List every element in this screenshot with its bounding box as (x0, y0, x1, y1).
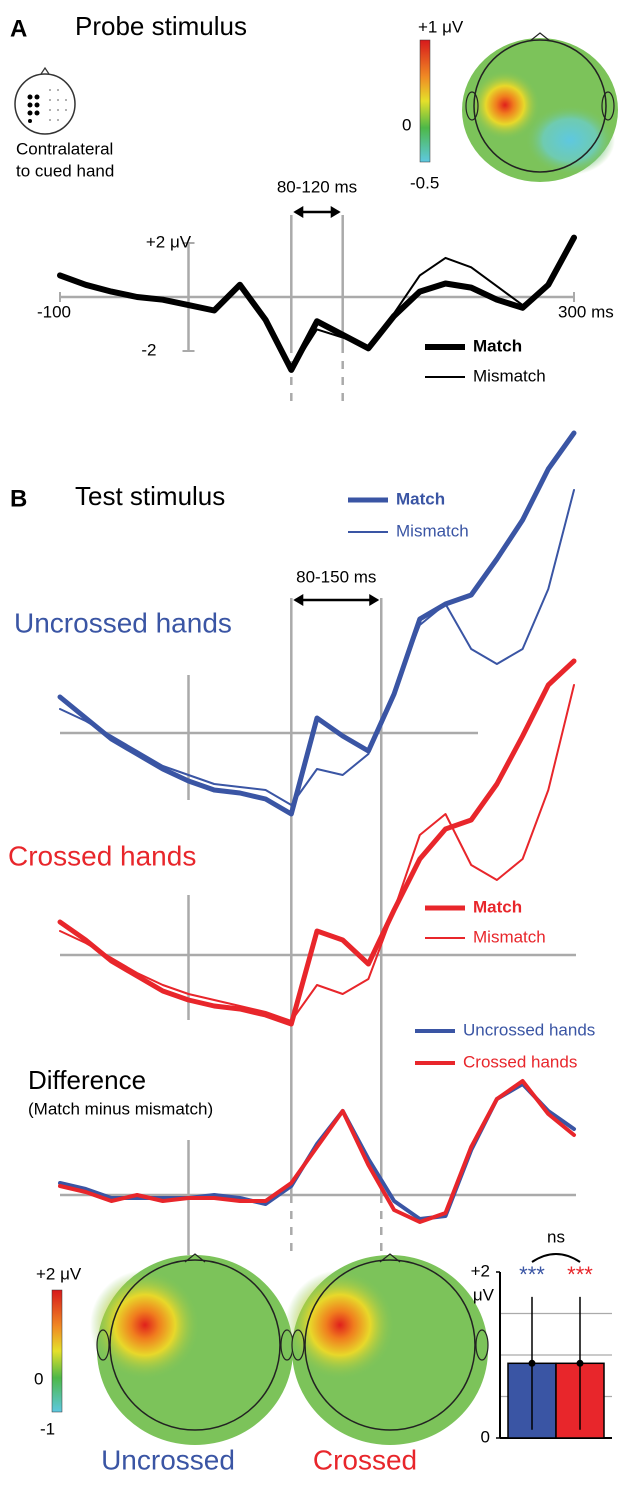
comparison-label: ns (547, 1227, 565, 1246)
window-label: 80-150 ms (296, 567, 376, 586)
page: A B Test stimulus Contralateral to cued … (0, 0, 638, 1491)
chart-title: Crossed hands (8, 840, 196, 871)
legend-label: Match (396, 489, 445, 508)
chart-title: Uncrossed hands (14, 607, 232, 638)
chart-title: Probe stimulus (75, 11, 247, 41)
x-tick-label: 300 ms (558, 302, 614, 321)
panel-label: B (10, 485, 27, 512)
series-line (60, 490, 574, 805)
topomap-label: Uncrossed (101, 1444, 235, 1475)
topomap-label: Crossed (313, 1444, 417, 1475)
colorbar-label: 0 (402, 115, 411, 134)
topomap (52, 1254, 488, 1445)
y-tick-label: +2 μV (146, 232, 192, 251)
value-label: *** (567, 1262, 593, 1287)
legend-label: Uncrossed hands (463, 1020, 595, 1039)
figure: A B Test stimulus Contralateral to cued … (0, 0, 638, 1486)
y-tick-label: +2 (471, 1261, 490, 1280)
colorbar-label: -1 (40, 1419, 55, 1438)
x-tick-label: -100 (37, 302, 71, 321)
y-tick-label: -2 (141, 340, 156, 359)
y-axis-label: μV (473, 1285, 495, 1304)
colorbar-label: 0 (34, 1369, 43, 1388)
panel-title: Test stimulus (75, 481, 225, 511)
value-label: *** (519, 1262, 545, 1287)
bar-point (577, 1360, 584, 1367)
comparison-bracket (532, 1254, 580, 1262)
electrode-inset (15, 68, 75, 134)
legend-label: Crossed hands (463, 1052, 577, 1071)
legend-label: Mismatch (396, 521, 469, 540)
legend-label: Mismatch (473, 927, 546, 946)
bar-point (529, 1360, 536, 1367)
colorbar-label: +2 μV (36, 1264, 82, 1283)
legend-label: Match (473, 897, 522, 916)
y-tick-label: 0 (481, 1427, 490, 1446)
window-label: 80-120 ms (277, 177, 357, 196)
legend-label: Match (473, 336, 522, 355)
inset-caption: Contralateral (16, 139, 113, 158)
inset-caption: to cued hand (16, 161, 114, 180)
colorbar-label: +1 μV (418, 17, 464, 36)
panel-label: A (10, 15, 27, 42)
colorbar-label: -0.5 (410, 173, 439, 192)
chart-subtitle: (Match minus mismatch) (28, 1099, 213, 1118)
chart-title: Difference (28, 1065, 146, 1095)
legend-label: Mismatch (473, 366, 546, 385)
topomap (420, 33, 618, 182)
